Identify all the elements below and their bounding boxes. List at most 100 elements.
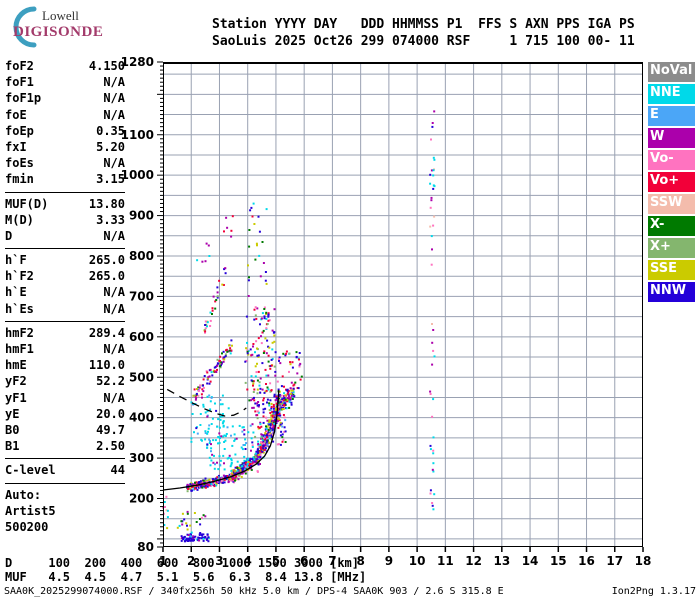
param-label: yE	[5, 406, 20, 421]
param-label: foE	[5, 107, 27, 122]
x-tick-label: 2	[187, 554, 195, 568]
legend-item-x-: X+	[648, 238, 695, 258]
param-label: foEp	[5, 123, 34, 138]
legend-label: NNW	[650, 283, 687, 298]
param-row-fof1p: foF1p N/A	[5, 90, 125, 106]
param-label: yF2	[5, 374, 27, 389]
param-row-500200: 500200	[5, 519, 125, 535]
cluster-es-sparse	[176, 510, 207, 534]
y-tick-label: 900	[129, 209, 154, 223]
ionogram-plot: 1 2 3 4 5 6 7 8 9 10 11 12 13 14 15 16 17 18 1280 1100 1000 9…	[121, 55, 652, 568]
param-label: D	[5, 228, 13, 243]
param-value: N/A	[103, 156, 125, 171]
param-row-b1: B1 2.50	[5, 438, 125, 454]
param-label: M(D)	[5, 212, 34, 227]
param-value: N/A	[103, 285, 125, 300]
muf-distance-table: D 100 200 400 600 800 1000 1500 3000 [km…	[5, 556, 366, 584]
param-value: N/A	[103, 342, 125, 356]
legend-label: NNE	[650, 85, 681, 100]
param-divider	[5, 191, 125, 193]
x-tick-label: 16	[578, 554, 595, 568]
param-row-artist5: Artist5	[5, 503, 125, 519]
header-line-2: SaoLuis 2025 Oct26 299 074000 RSF 1 715 …	[212, 34, 635, 49]
legend-item-ssw: SSW	[648, 194, 695, 214]
param-row-h-e: h`E N/A	[5, 284, 125, 300]
param-divider	[5, 482, 125, 484]
legend-item-e: E	[648, 106, 695, 126]
param-value: 5.20	[96, 139, 125, 154]
param-value: 49.7	[96, 422, 125, 437]
param-value: 265.0	[88, 253, 125, 268]
x-tick-label: 14	[522, 554, 539, 568]
legend-item-sse: SSE	[648, 260, 695, 280]
param-row-h-es: h`Es N/A	[5, 301, 125, 317]
param-row-c-level: C-level 44	[5, 462, 125, 478]
logo-arc-icon	[13, 6, 37, 48]
x-tick-label: 8	[356, 554, 364, 568]
param-divider	[5, 320, 125, 322]
lowell-digisonde-logo: Lowell DIGISONDE	[2, 2, 122, 48]
param-label: B0	[5, 422, 20, 437]
param-value: 3.15	[96, 172, 125, 187]
gridlines	[163, 62, 643, 547]
param-row-b0: B0 49.7	[5, 422, 125, 438]
measurement-file-info: SAA0K_2025299074000.RSF / 340fx256h 50 k…	[4, 586, 504, 597]
param-label: h`F	[5, 253, 27, 268]
x-tick-label: 18	[635, 554, 652, 568]
param-label: h`F2	[5, 269, 34, 284]
legend-label: SSE	[650, 261, 678, 276]
x-tick-label: 12	[465, 554, 482, 568]
param-label: hmF2	[5, 325, 34, 340]
param-label: fxI	[5, 139, 27, 154]
param-value: N/A	[103, 91, 125, 106]
param-row-foep: foEp 0.35	[5, 123, 125, 139]
legend-label: NoVal	[650, 63, 693, 78]
param-label: yF1	[5, 390, 27, 405]
param-label: foF1	[5, 75, 34, 90]
y-tick-label: 300	[129, 451, 154, 465]
param-value: 0.35	[96, 123, 125, 138]
param-value: N/A	[103, 390, 125, 405]
y-tick-label: 700	[129, 289, 154, 303]
param-row-fof1: foF1 N/A	[5, 74, 125, 90]
legend-label: Vo-	[650, 151, 674, 166]
y-tick-label: 80	[137, 540, 154, 554]
cluster-upper-mid-sparse	[273, 350, 303, 391]
legend-label: Vo+	[650, 173, 680, 188]
x-tick-label: 13	[493, 554, 510, 568]
x-tick-label: 9	[385, 554, 393, 568]
legend-label: E	[650, 107, 659, 122]
param-value: 52.2	[96, 374, 125, 389]
param-row-fmin: fmin 3.15	[5, 171, 125, 187]
x-tick-label: 5	[272, 554, 280, 568]
param-row-ye: yE 20.0	[5, 406, 125, 422]
param-row-hmf2: hmF2 289.4	[5, 325, 125, 341]
param-label: B1	[5, 439, 20, 454]
x-tick-label: 11	[437, 554, 454, 568]
cluster-stray-900	[223, 215, 234, 238]
param-label: foEs	[5, 156, 34, 171]
station-header: Station YYYY DAY DDD HHMMSS P1 FFS S AXN…	[212, 16, 635, 50]
param-label: MUF(D)	[5, 196, 49, 211]
x-tick-label: 6	[300, 554, 308, 568]
param-label: foF2	[5, 59, 34, 73]
param-row-h-f2: h`F2 265.0	[5, 268, 125, 284]
x-tick-label: 4	[244, 554, 252, 568]
cluster-oblique-cyan-upper	[190, 394, 230, 445]
y-tick-label: 500	[129, 370, 154, 384]
y-tick-label: 600	[129, 330, 154, 344]
param-label: foF1p	[5, 91, 42, 106]
param-label: Auto:	[5, 487, 42, 502]
cluster-f-trace-low	[186, 473, 232, 493]
param-label: h`Es	[5, 301, 34, 316]
cluster-oblique-cyan-lower	[206, 424, 257, 472]
header-line-1: Station YYYY DAY DDD HHMMSS P1 FFS S AXN…	[212, 17, 635, 32]
param-value: 44	[110, 463, 125, 478]
cluster-f-trace-mid	[229, 450, 260, 484]
param-label: 500200	[5, 519, 49, 534]
param-row-foes: foEs N/A	[5, 155, 125, 171]
param-value: 4.150	[88, 59, 125, 73]
param-label: C-level	[5, 463, 56, 478]
param-divider	[5, 248, 125, 250]
